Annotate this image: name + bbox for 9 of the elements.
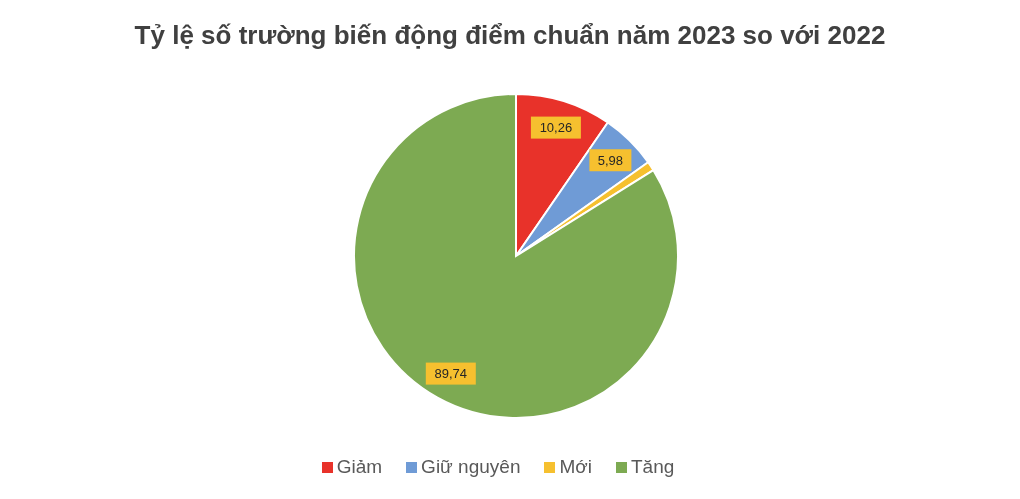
- legend-label: Giảm: [336, 456, 383, 477]
- legend-label: Tăng: [630, 456, 675, 477]
- data-label: 10,26: [539, 120, 573, 136]
- legend-label: Mới: [559, 456, 592, 477]
- legend-label: Giữ nguyên: [421, 456, 521, 477]
- data-label: 5,98: [597, 152, 624, 168]
- chart-title: Tỷ lệ số trường biến động điểm chuẩn năm 2023 so với 2022: [134, 20, 886, 50]
- pie-slice: [353, 93, 679, 419]
- data-label: 89,74: [434, 366, 468, 382]
